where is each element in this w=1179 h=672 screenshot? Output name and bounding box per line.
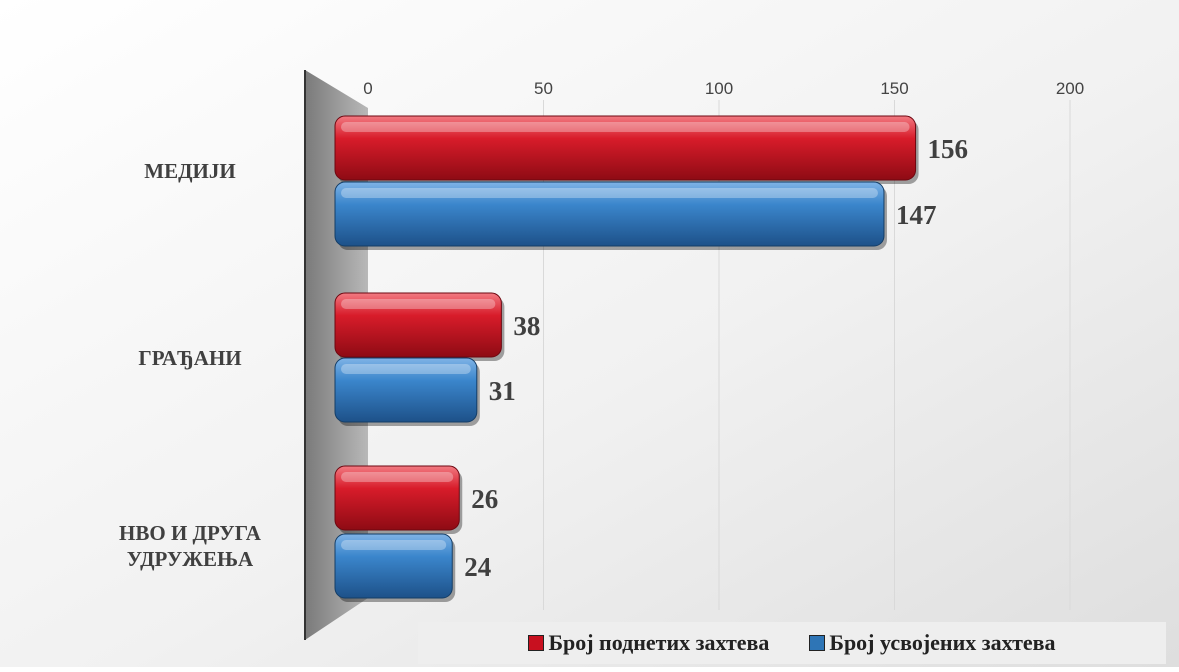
bar-submitted [334,292,502,358]
bar-approved [334,181,885,247]
bar-highlight [341,472,454,482]
legend-label-submitted: Број поднетих захтева [548,630,770,655]
x-tick-label: 50 [534,79,553,98]
bar-submitted [334,465,460,531]
legend-swatch-submitted [528,635,545,651]
x-tick-label: 100 [705,79,733,98]
legend-swatch-approved [809,635,826,651]
data-labels: 156 38 26 147 31 24 [464,134,968,582]
x-tick-label: 150 [880,79,908,98]
legend-item-submitted: Број поднетих захтева [528,630,769,656]
x-tick-labels: 0 50 100 150 200 [363,79,1084,98]
x-tick-label: 0 [363,79,372,98]
bar-highlight [341,188,878,198]
bar-approved [334,533,453,599]
bar-highlight [341,364,471,374]
data-label: 147 [896,200,937,230]
data-label: 31 [489,376,516,406]
category-labels: МЕДИЈИ ГРАЂАНИ НВО И ДРУГА УДРУЖЕЊА [119,159,262,571]
data-label: 26 [471,484,498,514]
legend-item-approved: Број усвојених захтева [809,630,1056,656]
legend: Број поднетих захтева Број усвојених зах… [418,622,1166,664]
data-label: 24 [464,552,491,582]
category-label: МЕДИЈИ [144,159,235,183]
category-label: НВО И ДРУГА УДРУЖЕЊА [119,521,262,571]
data-label: 38 [513,311,540,341]
category-label: ГРАЂАНИ [138,346,241,370]
bar-submitted [334,115,917,181]
bar-highlight [341,122,910,132]
legend-label-approved: Број усвојених захтева [829,630,1056,655]
x-tick-label: 200 [1056,79,1084,98]
bar-approved [334,357,478,423]
bar-highlight [341,540,447,550]
bars [334,115,919,602]
data-label: 156 [928,134,969,164]
bar-highlight [341,299,496,309]
